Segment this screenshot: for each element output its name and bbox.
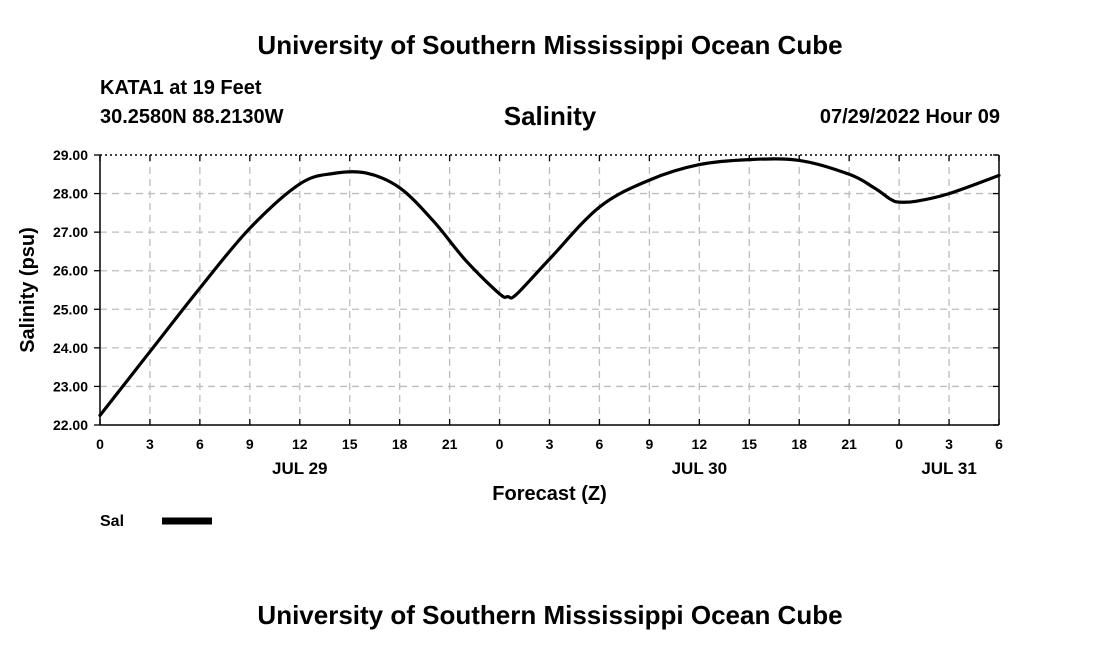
y-tick-label: 24.00: [53, 340, 88, 356]
x-tick-label: 6: [596, 436, 604, 452]
day-label: JUL 31: [921, 459, 976, 478]
footer-title: University of Southern Mississippi Ocean…: [257, 600, 843, 630]
x-tick-label: 15: [342, 436, 358, 452]
x-tick-label: 21: [841, 436, 857, 452]
y-tick-label: 29.00: [53, 147, 88, 163]
x-tick-label: 6: [995, 436, 1003, 452]
x-tick-label: 21: [442, 436, 458, 452]
page-title: University of Southern Mississippi Ocean…: [257, 30, 843, 60]
x-tick-label: 15: [741, 436, 757, 452]
x-axis-label: Forecast (Z): [492, 483, 606, 505]
day-label: JUL 29: [272, 459, 327, 478]
x-tick-label: 9: [645, 436, 653, 452]
x-tick-label: 3: [945, 436, 953, 452]
series-line-sal: [98, 157, 1001, 417]
x-tick-label: 3: [546, 436, 554, 452]
x-tick-label: 3: [146, 436, 154, 452]
x-tick-label: 9: [246, 436, 254, 452]
x-tick-label: 0: [96, 436, 104, 452]
x-tick-label: 0: [895, 436, 903, 452]
y-tick-label: 22.00: [53, 417, 88, 433]
x-tick-label: 12: [692, 436, 708, 452]
x-tick-label: 0: [496, 436, 504, 452]
y-tick-label: 26.00: [53, 263, 88, 279]
legend-label: Sal: [100, 513, 124, 530]
station-label: KATA1 at 19 Feet: [100, 77, 262, 99]
y-tick-label: 23.00: [53, 378, 88, 394]
y-tick-label: 25.00: [53, 301, 88, 317]
day-label: JUL 30: [672, 459, 727, 478]
plot-title: Salinity: [503, 101, 597, 131]
x-tick-label: 12: [292, 436, 308, 452]
x-tick-label: 18: [791, 436, 807, 452]
x-tick-label: 6: [196, 436, 204, 452]
y-axis-label: Salinity (psu): [17, 227, 39, 353]
y-tick-label: 28.00: [53, 186, 88, 202]
forecast-timestamp: 07/29/2022 Hour 09: [819, 106, 1000, 128]
station-coords: 30.2580N 88.2130W: [100, 106, 284, 128]
y-tick-label: 27.00: [53, 224, 88, 240]
x-tick-label: 18: [392, 436, 408, 452]
